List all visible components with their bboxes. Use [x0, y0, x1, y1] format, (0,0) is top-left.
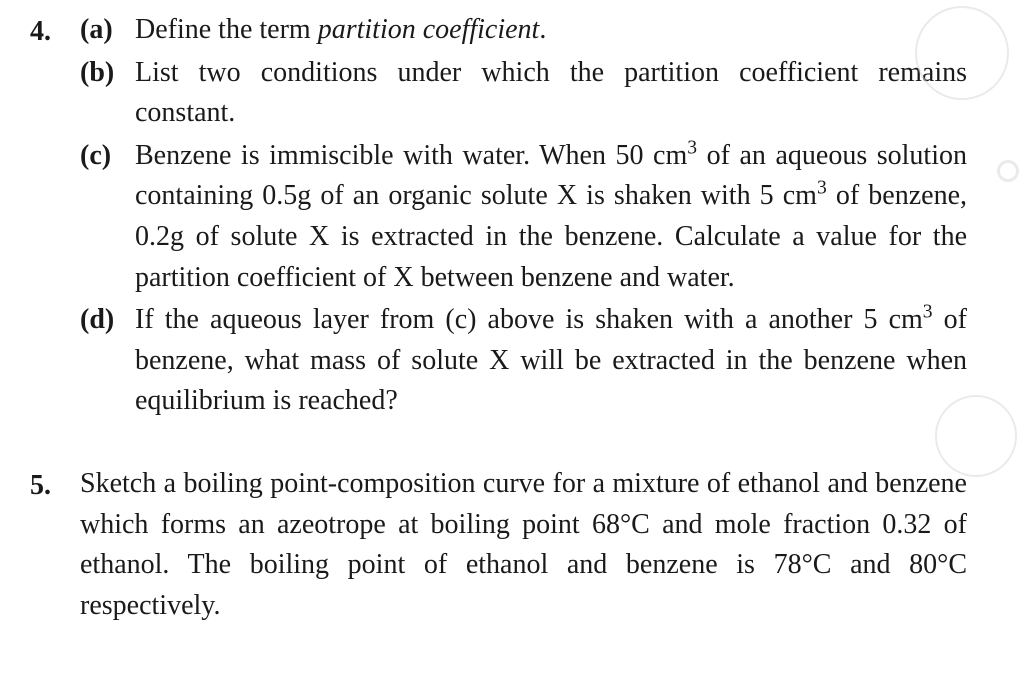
- question-number: 4.: [30, 10, 80, 53]
- part-label: (d): [80, 300, 135, 341]
- question-5: 5. Sketch a boiling point-composition cu…: [30, 464, 967, 626]
- part-text: List two conditions under which the part…: [135, 53, 967, 134]
- part-c: (c) Benzene is immiscible with water. Wh…: [80, 136, 967, 298]
- scan-artifact: [935, 395, 1017, 477]
- question-text: Sketch a boiling point-composition curve…: [80, 464, 967, 626]
- question-4: 4. (a) Define the term partition coeffic…: [30, 10, 967, 424]
- part-a: (a) Define the term partition coefficien…: [80, 10, 967, 51]
- part-text: Define the term partition coefficient.: [135, 10, 967, 51]
- scan-artifact: [997, 160, 1019, 182]
- part-label: (a): [80, 10, 135, 51]
- part-b: (b) List two conditions under which the …: [80, 53, 967, 134]
- part-label: (c): [80, 136, 135, 177]
- part-text: If the aqueous layer from (c) above is s…: [135, 300, 967, 422]
- part-label: (b): [80, 53, 135, 94]
- question-body: (a) Define the term partition coefficien…: [80, 10, 967, 424]
- question-number: 5.: [30, 464, 80, 507]
- part-text: Benzene is immiscible with water. When 5…: [135, 136, 967, 298]
- part-d: (d) If the aqueous layer from (c) above …: [80, 300, 967, 422]
- page: 4. (a) Define the term partition coeffic…: [0, 0, 1027, 681]
- scan-artifact: [915, 6, 1009, 100]
